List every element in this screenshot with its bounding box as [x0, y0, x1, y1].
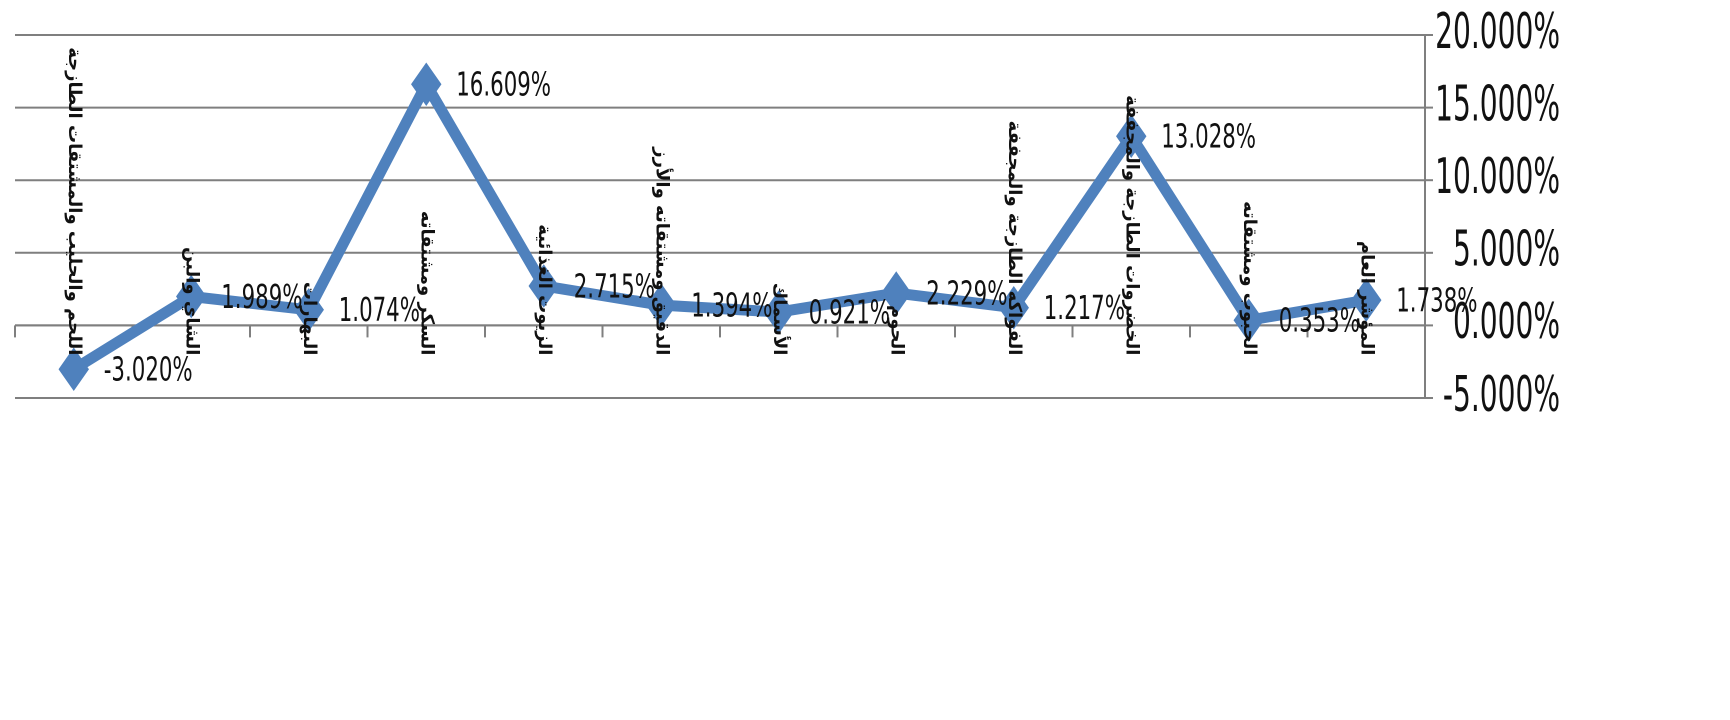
- data-label: 1.074%: [339, 292, 420, 330]
- data-point-marker: [1351, 278, 1382, 322]
- axes: [14, 34, 1433, 399]
- data-label: -3.020%: [104, 351, 193, 389]
- category-label: المؤشر العام: [1356, 241, 1377, 356]
- data-label: 0.353%: [1279, 302, 1360, 340]
- data-point-marker: [528, 264, 559, 308]
- category-label: الزيوت الغذائية: [534, 224, 555, 355]
- data-point-marker: [881, 271, 912, 315]
- y-tick-label: 10.000%: [1435, 149, 1560, 205]
- category-label: السكر ومشتقاته: [416, 211, 437, 356]
- data-label: 2.229%: [926, 275, 1007, 313]
- category-label: الفواكه الطازجة والمجففة: [1004, 121, 1025, 356]
- data-label: 1.738%: [1396, 282, 1477, 320]
- data-point-marker: [1233, 298, 1264, 343]
- data-point-marker: [58, 347, 89, 391]
- data-point-marker: [1116, 114, 1147, 158]
- data-point-marker: [293, 288, 324, 332]
- data-label: 16.609%: [456, 66, 551, 104]
- category-label: الحبوب ومشتقاته: [1239, 201, 1260, 355]
- y-axis-tick-labels: -5.000% 0.000% 5.000% 10.000% 15.000% 20.000%: [1435, 4, 1560, 423]
- category-label: الشاي والبن: [181, 247, 202, 355]
- x-axis-category-labels: اللحم والحليب والمشتقات الطازجة الشاي وال…: [64, 47, 1378, 355]
- data-label: 13.028%: [1161, 118, 1256, 156]
- category-label: اللحم والحليب والمشتقات الطازجة: [64, 47, 85, 355]
- category-label: الخضروات الطازجة والمجففة: [1121, 95, 1142, 355]
- category-label: الحوم: [886, 305, 907, 355]
- data-point-marker: [998, 285, 1029, 330]
- data-label: 1.217%: [1044, 290, 1125, 328]
- data-point-marker: [646, 283, 677, 327]
- category-label: الدقيق ومشتقاته والأرز: [651, 146, 673, 355]
- data-label: 1.989%: [221, 278, 302, 316]
- data-label: 1.394%: [691, 287, 772, 325]
- y-tick-label: 0.000%: [1453, 294, 1560, 350]
- data-point-marker: [763, 290, 794, 334]
- y-tick-label: 5.000%: [1453, 222, 1560, 278]
- data-point-marker: [411, 62, 442, 106]
- data-labels: -3.020% 1.989% 1.074% 16.609% 2.715% 1.394% 0.…: [104, 66, 1478, 389]
- series-markers: [58, 62, 1382, 391]
- series-line-path: [68, 78, 1372, 375]
- y-tick-label: -5.000%: [1443, 367, 1560, 423]
- data-label: 0.921%: [809, 294, 890, 332]
- category-label: البهارات: [299, 282, 320, 356]
- data-point-marker: [176, 274, 207, 319]
- y-tick-label: 20.000%: [1435, 4, 1560, 60]
- data-label: 2.715%: [574, 268, 655, 306]
- category-label: الأسماك: [769, 283, 791, 356]
- y-tick-label: 15.000%: [1435, 76, 1560, 132]
- series-line: [68, 78, 1372, 375]
- grid-lines: [15, 34, 1425, 399]
